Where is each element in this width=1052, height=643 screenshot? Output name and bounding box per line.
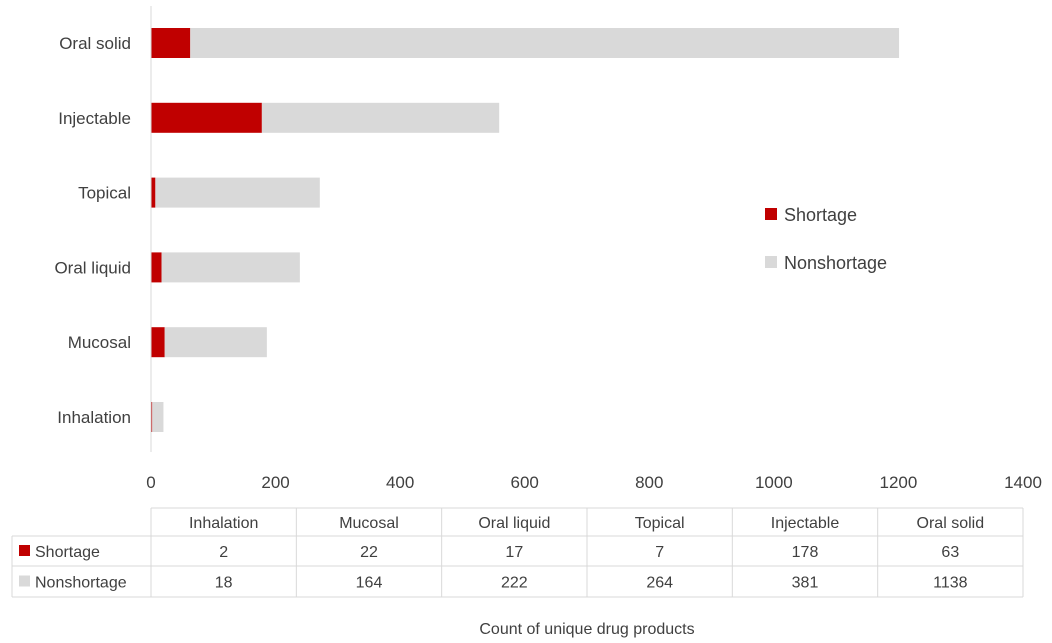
category-label-mucosal: Mucosal — [68, 333, 131, 352]
bar-mucosal-shortage — [151, 327, 165, 358]
legend-swatch-nonshortage — [765, 256, 777, 268]
legend-label-shortage: Shortage — [784, 205, 857, 225]
x-tick-label-1400: 1400 — [1004, 473, 1042, 492]
table-header-oral-liquid: Oral liquid — [478, 515, 550, 532]
category-label-injectable: Injectable — [58, 109, 131, 128]
x-tick-label-200: 200 — [261, 473, 289, 492]
table-cell-shortage-topical: 7 — [655, 544, 664, 561]
table-cell-shortage-mucosal: 22 — [360, 544, 378, 561]
table-header-topical: Topical — [635, 515, 685, 532]
table-cell-nonshortage-oral-solid: 1138 — [933, 575, 968, 592]
category-label-inhalation: Inhalation — [57, 408, 131, 427]
bar-topical-nonshortage — [155, 177, 320, 208]
x-tick-label-1000: 1000 — [755, 473, 793, 492]
data-table: Inhalation Mucosal Oral liquid Topical Injec… — [11, 507, 1024, 598]
bar-inhalation-nonshortage — [152, 402, 164, 432]
table-cell-shortage-injectable: 178 — [792, 544, 819, 561]
bar-mucosal-nonshortage — [164, 327, 267, 358]
bar-injectable-nonshortage — [261, 102, 500, 133]
bar-inhalation-shortage — [151, 402, 153, 432]
bar-oral-liquid-nonshortage — [161, 252, 300, 283]
table-cell-nonshortage-mucosal: 164 — [356, 575, 383, 592]
x-tick-labels: 0 200 400 600 800 1000 1200 1400 — [146, 473, 1042, 492]
table-cell-nonshortage-oral-liquid: 222 — [501, 575, 528, 592]
table-cell-nonshortage-inhalation: 18 — [215, 575, 233, 592]
table-swatch-nonshortage — [19, 575, 30, 587]
table-row-label-shortage: Shortage — [35, 544, 100, 561]
x-tick-label-0: 0 — [146, 473, 155, 492]
table-cell-nonshortage-topical: 264 — [646, 575, 673, 592]
x-tick-label-800: 800 — [635, 473, 663, 492]
table-cell-shortage-oral-liquid: 17 — [505, 544, 523, 561]
table-header-inhalation: Inhalation — [189, 515, 258, 532]
table-swatch-shortage — [19, 545, 30, 556]
category-label-topical: Topical — [78, 184, 131, 203]
category-label-oral-liquid: Oral liquid — [54, 258, 131, 277]
x-tick-label-400: 400 — [386, 473, 414, 492]
table-cell-shortage-inhalation: 2 — [219, 544, 228, 561]
x-tick-label-1200: 1200 — [880, 473, 918, 492]
bar-injectable-shortage — [151, 102, 262, 133]
legend-label-nonshortage: Nonshortage — [784, 253, 887, 273]
category-label-oral-solid: Oral solid — [59, 34, 131, 53]
x-axis-label: Count of unique drug products — [479, 621, 694, 638]
table-row-label-nonshortage: Nonshortage — [35, 575, 127, 592]
x-tick-label-600: 600 — [511, 473, 539, 492]
category-labels: Inhalation Mucosal Oral liquid Topical Injec… — [54, 34, 131, 427]
bar-oral-solid-nonshortage — [190, 28, 900, 58]
table-cell-shortage-oral-solid: 63 — [941, 544, 959, 561]
table-header-oral-solid: Oral solid — [917, 515, 985, 532]
bars-layer — [151, 28, 900, 432]
bar-topical-shortage — [151, 177, 156, 208]
legend-swatch-shortage — [765, 208, 777, 220]
legend: Shortage Nonshortage — [765, 205, 887, 273]
bar-oral-solid-shortage — [151, 28, 191, 58]
table-header-mucosal: Mucosal — [339, 515, 399, 532]
table-cell-nonshortage-injectable: 381 — [792, 575, 819, 592]
bar-oral-liquid-shortage — [151, 252, 162, 283]
table-header-injectable: Injectable — [771, 515, 840, 532]
